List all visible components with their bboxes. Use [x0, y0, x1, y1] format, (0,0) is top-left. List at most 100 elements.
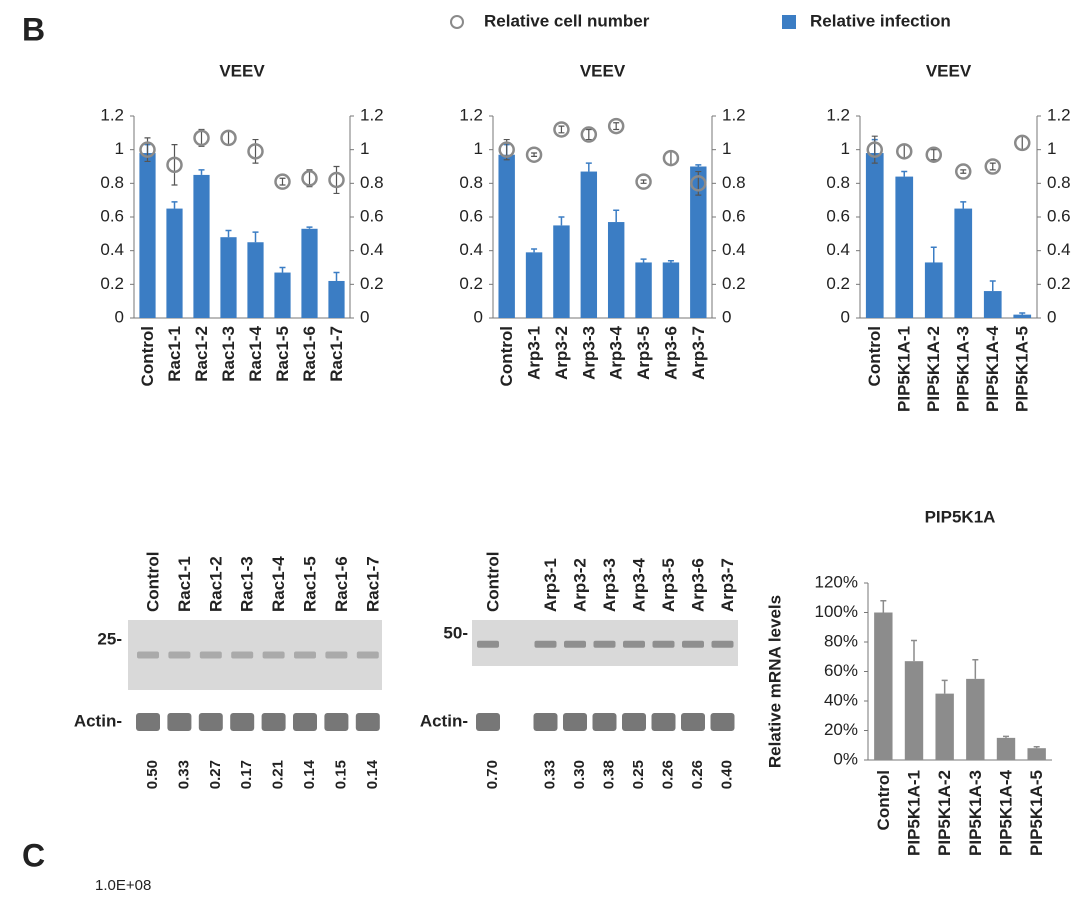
band	[623, 641, 645, 648]
error-bar	[931, 150, 937, 160]
error-bar	[931, 247, 937, 262]
bar	[498, 155, 514, 318]
error-bar	[1019, 136, 1025, 149]
bar	[1027, 748, 1045, 760]
lane-label: Arp3-3	[600, 558, 619, 612]
quantification-label: 0.26	[659, 760, 676, 789]
y2-tick-label: 0.4	[1047, 240, 1071, 259]
bar	[328, 281, 344, 318]
x-tick-label: PIP5K1A-4	[983, 325, 1002, 412]
x-tick-label: Arp3-6	[661, 326, 680, 380]
y-tick-label: 1.2	[826, 105, 850, 124]
quantification-label: 0.14	[364, 759, 381, 789]
chart-title: VEEV	[926, 61, 972, 80]
error-bar	[613, 123, 619, 130]
y-tick-label: 1	[841, 139, 850, 158]
x-tick-label: Control	[138, 326, 157, 386]
x-tick-label: Arp3-7	[689, 326, 708, 380]
y2-tick-label: 0	[360, 307, 369, 326]
error-bar	[641, 259, 647, 262]
error-bar	[586, 163, 592, 171]
actin-band	[324, 713, 348, 731]
bar	[553, 225, 569, 318]
x-tick-label: Control	[497, 326, 516, 386]
y2-tick-label: 0.6	[360, 206, 384, 225]
y2-tick-label: 0.2	[722, 274, 746, 293]
bar	[663, 262, 679, 318]
x-tick-label: Rac1-1	[165, 326, 184, 382]
bar	[193, 175, 209, 318]
x-tick-label: PIP5K1A-2	[935, 770, 954, 856]
legend-marker	[782, 15, 796, 29]
x-tick-label: Arp3-4	[607, 325, 626, 379]
error-bar	[334, 167, 340, 194]
band	[682, 641, 704, 648]
y-tick-label: 0%	[833, 749, 858, 768]
y2-tick-label: 1.2	[360, 105, 384, 124]
error-bar	[307, 227, 313, 229]
bar	[905, 661, 923, 760]
error-bar	[1034, 747, 1040, 748]
band	[294, 652, 316, 659]
error-bar	[334, 273, 340, 281]
x-tick-label: PIP5K1A-5	[1013, 326, 1032, 412]
error-bar	[880, 601, 886, 613]
error-bar	[972, 660, 978, 679]
y2-tick-label: 1	[722, 139, 731, 158]
y-tick-label: 0	[115, 307, 124, 326]
quantification-label: 0.33	[175, 760, 192, 789]
actin-band	[356, 713, 380, 731]
chart-title: PIP5K1A	[925, 507, 996, 526]
band	[325, 652, 347, 659]
actin-band	[293, 713, 317, 731]
bar	[166, 209, 182, 318]
error-bar	[960, 202, 966, 209]
quantification-label: 0.21	[270, 760, 287, 789]
x-tick-label: Control	[874, 770, 893, 830]
bar	[895, 177, 913, 318]
lane-label: Rac1-3	[238, 556, 257, 612]
quantification-label: 0.33	[541, 760, 558, 789]
bar	[935, 694, 953, 760]
error-bar	[531, 153, 537, 156]
lane-label: Arp3-1	[541, 558, 560, 612]
lane-label: Rac1-4	[269, 556, 288, 612]
error-bar	[172, 202, 178, 209]
y2-tick-label: 0.2	[1047, 274, 1071, 293]
y-tick-label: 0	[474, 307, 483, 326]
error-bar	[172, 145, 178, 185]
x-tick-label: PIP5K1A-3	[966, 770, 985, 856]
x-tick-label: Rac1-2	[192, 326, 211, 382]
band	[200, 652, 222, 659]
quantification-label: 0.30	[571, 760, 588, 789]
legend-label: Relative cell number	[484, 11, 650, 30]
bar	[139, 153, 155, 318]
error-bar	[1003, 736, 1009, 737]
x-tick-label: Rac1-5	[273, 326, 292, 382]
actin-band	[262, 713, 286, 731]
y2-tick-label: 1	[360, 139, 369, 158]
y2-tick-label: 1.2	[1047, 105, 1071, 124]
actin-band	[230, 713, 254, 731]
lane-label: Control	[143, 552, 162, 612]
band	[535, 641, 557, 648]
quantification-label: 0.27	[207, 760, 224, 789]
y-tick-label: 1.2	[100, 105, 124, 124]
x-tick-label: Rac1-7	[327, 326, 346, 382]
error-bar	[558, 126, 564, 133]
lane-label: Rac1-7	[363, 556, 382, 612]
x-tick-label: PIP5K1A-2	[924, 326, 943, 412]
error-bar	[280, 178, 286, 185]
y-tick-label: 80%	[824, 631, 858, 650]
bar	[984, 291, 1002, 318]
x-tick-label: Control	[865, 326, 884, 386]
error-bar	[668, 261, 674, 263]
band	[231, 652, 253, 659]
bar	[925, 262, 943, 318]
bar	[997, 738, 1015, 760]
y-tick-label: 0	[841, 307, 850, 326]
quantification-label: 0.40	[718, 760, 735, 789]
y-tick-label: 1	[474, 139, 483, 158]
actin-band	[593, 713, 617, 731]
error-bar	[942, 680, 948, 693]
